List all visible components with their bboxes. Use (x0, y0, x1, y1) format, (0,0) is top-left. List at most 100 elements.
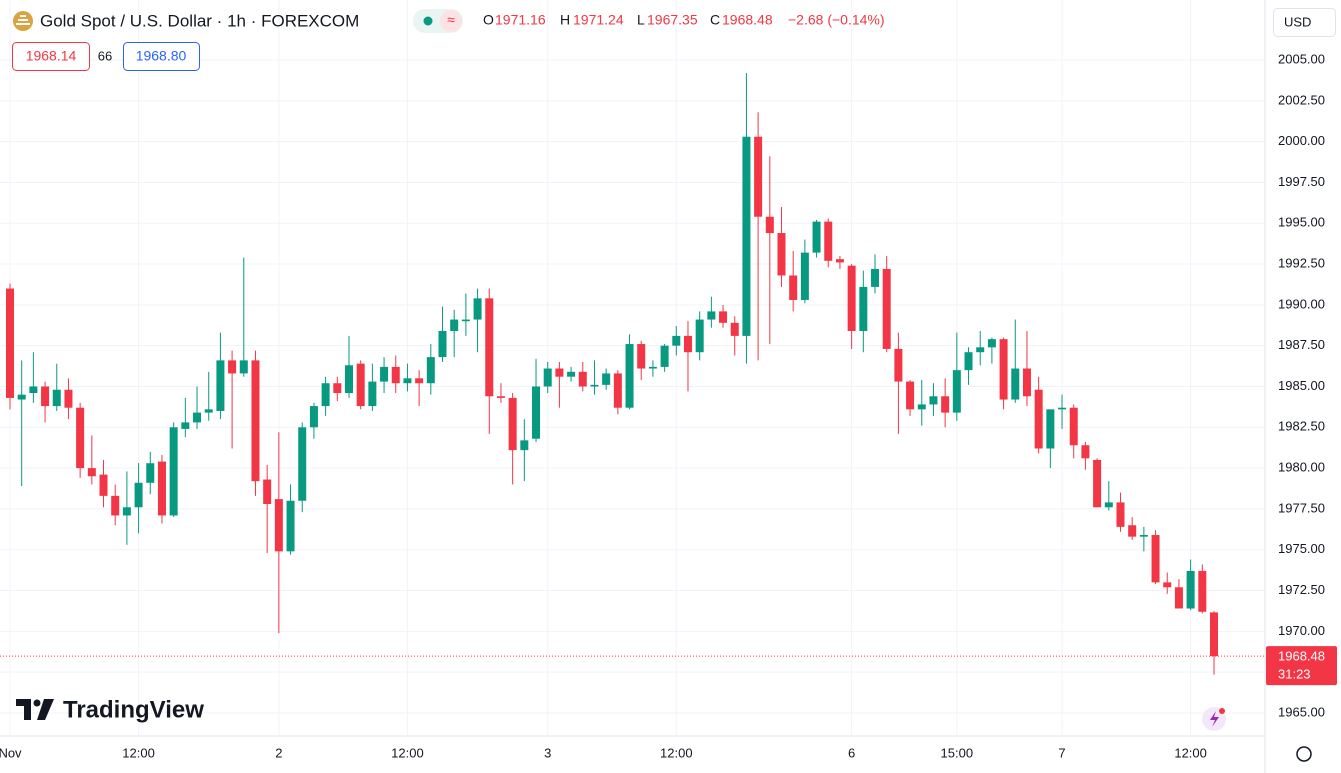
candle-body (1069, 407, 1078, 446)
y-tick-label: 1992.50 (1278, 255, 1325, 270)
y-tick-label: 1987.50 (1278, 337, 1325, 352)
candle-body (730, 322, 739, 336)
ohlc-letter: O (483, 12, 494, 28)
candle-body (426, 357, 435, 384)
sell-button[interactable] (12, 42, 90, 71)
candle-body (917, 404, 926, 410)
y-tick-label: 1995.00 (1278, 215, 1325, 230)
y-tick-label: 1980.00 (1278, 460, 1325, 475)
candle-body (508, 397, 517, 451)
ohlc-change: −2.68 (−0.14%) (788, 12, 885, 28)
candle-body (403, 378, 412, 384)
candle-body (637, 344, 646, 369)
ohlc-low: 1967.35 (647, 12, 698, 28)
candle-body (263, 479, 272, 505)
candle-body (1116, 502, 1125, 527)
candle-body (1128, 525, 1137, 537)
candle-body (1186, 570, 1195, 609)
x-tick-label: 12:00 (1174, 745, 1207, 760)
y-tick-label: 1982.50 (1278, 419, 1325, 434)
candle-body (555, 368, 564, 377)
candle-body (17, 394, 26, 400)
candle-body (99, 474, 108, 496)
x-tick-label: 12:00 (391, 745, 424, 760)
candle-body (157, 461, 166, 516)
candle-body (1081, 445, 1090, 459)
candle-body (1011, 368, 1020, 400)
tradingview-logo: TradingView (16, 696, 204, 723)
y-tick-label: 1985.00 (1278, 378, 1325, 393)
candle-body (134, 482, 143, 508)
candle-body (800, 252, 809, 300)
candle-body (906, 381, 915, 410)
candle-body (648, 366, 657, 369)
candle-body (239, 360, 248, 374)
candle-body (1198, 570, 1207, 612)
candle-body (754, 136, 763, 217)
candle-body (41, 386, 50, 407)
x-tick-label: 3 (544, 745, 551, 760)
candle-body (1058, 407, 1067, 410)
candle-body (309, 406, 318, 428)
candle-body (976, 347, 985, 353)
logo-mark (33, 699, 41, 707)
candle-body (356, 363, 365, 407)
candle-body (461, 319, 470, 322)
candle-body (1093, 459, 1102, 508)
spread: 66 (98, 48, 112, 63)
settings-icon[interactable] (1296, 746, 1312, 762)
candle-body (368, 381, 377, 407)
y-tick-label: 2005.00 (1278, 51, 1325, 66)
candle-body (578, 371, 587, 387)
candle-body (1151, 535, 1160, 583)
last-price-label: 1968.48 (1278, 649, 1325, 664)
candle-body (602, 373, 611, 385)
candle-body (999, 339, 1008, 400)
candle-body (333, 383, 342, 394)
candle-body (941, 396, 950, 413)
candle-body (228, 360, 237, 374)
buy-button[interactable] (123, 42, 200, 71)
candle-body (415, 378, 424, 384)
candle-body (380, 366, 389, 382)
candle-body (1139, 535, 1148, 537)
ohlc-letter: C (710, 12, 720, 28)
candle-body (438, 330, 447, 358)
candle-body (532, 386, 541, 439)
alert-dot (1219, 708, 1225, 714)
currency-button[interactable] (1273, 8, 1336, 37)
x-tick-label: 6 (848, 745, 855, 760)
logo-mark (16, 699, 31, 720)
candle-body (871, 268, 880, 287)
candle-body (964, 352, 973, 371)
candle-body (193, 412, 202, 423)
candle-body (1022, 368, 1031, 397)
ohlc-high: 1971.24 (573, 12, 624, 28)
candle-body (122, 507, 131, 516)
candle-body (1174, 587, 1183, 609)
candle-body (765, 216, 774, 234)
candle-body (987, 339, 996, 348)
candle-body (181, 422, 190, 429)
candle-body (894, 348, 903, 382)
candle-body (835, 259, 844, 263)
candle-body (742, 136, 751, 336)
candle-body (473, 298, 482, 320)
candle-body (146, 463, 155, 483)
candle-body (789, 275, 798, 300)
candle-body (695, 319, 704, 353)
candle-body (929, 396, 938, 405)
logo-mark (37, 699, 54, 720)
symbol-icon-bars (16, 15, 30, 25)
candle-body (847, 265, 856, 331)
candle-body (590, 384, 599, 387)
candle-body (543, 368, 552, 387)
candle-body (251, 360, 260, 482)
delay-icon (440, 10, 462, 32)
x-tick-label: 7 (1058, 745, 1065, 760)
y-tick-label: 2000.00 (1278, 133, 1325, 148)
candle-body (952, 370, 961, 413)
candle-body (824, 221, 833, 261)
candle-body (391, 366, 400, 384)
